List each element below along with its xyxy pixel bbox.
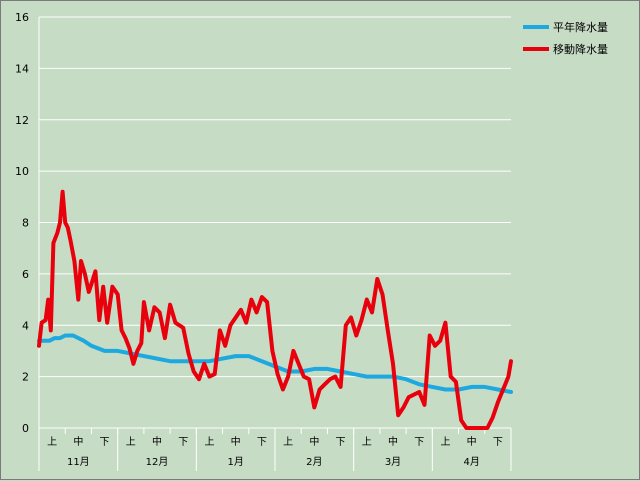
y-tick-label: 8 [22,217,29,230]
decade-label: 上 [126,436,136,448]
decade-label: 中 [309,435,319,448]
decade-label: 中 [231,435,241,448]
series-line-0 [37,333,513,394]
series-line-1 [37,189,513,430]
y-tick-label: 12 [15,114,29,127]
month-label: 2月 [306,456,322,468]
decade-label: 下 [100,437,110,448]
month-label: 3月 [385,456,401,468]
decade-label: 中 [152,435,162,448]
y-tick-label: 16 [15,11,29,24]
y-tick-label: 0 [22,422,29,435]
decade-label: 下 [336,437,346,448]
month-label: 11月 [67,456,90,468]
decade-label: 上 [47,436,57,448]
y-tick-label: 2 [22,371,29,384]
y-tick-label: 10 [15,165,29,178]
decade-label: 中 [73,435,83,448]
decade-label: 下 [257,437,267,448]
decade-label: 上 [204,436,214,448]
decade-label: 中 [388,435,398,448]
decade-label: 下 [493,437,503,448]
month-label: 12月 [146,456,169,468]
legend-label-1: 移動降水量 [553,42,608,56]
y-tick-label: 4 [22,319,29,332]
decade-label: 下 [414,437,424,448]
month-label: 4月 [463,456,479,468]
decade-label: 中 [467,435,477,448]
month-label: 1月 [227,456,243,468]
decade-label: 上 [440,436,450,448]
y-tick-label: 14 [15,62,29,75]
decade-label: 上 [362,436,372,448]
decade-label: 下 [178,437,188,448]
legend-label-0: 平年降水量 [553,20,608,34]
y-tick-label: 6 [22,268,29,281]
decade-label: 上 [283,436,293,448]
